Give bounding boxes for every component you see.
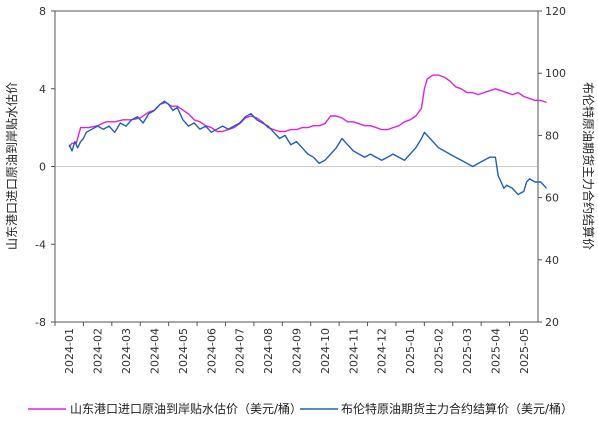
x-tick-label: 2024-12 [376,328,389,374]
x-tick-label: 2025-05 [518,328,531,374]
right-tick-label: 60 [545,192,559,205]
left-axis-title: 山东港口进口原油到岸贴水估价 [5,82,19,250]
left-tick-label: -4 [35,238,46,251]
right-y-axis: 20 40 60 80 100 120 [538,5,566,329]
left-y-axis: -8 -4 0 4 8 [35,5,55,329]
x-tick-label: 2024-01 [63,328,76,374]
right-tick-label: 120 [545,5,566,18]
x-tick-label: 2024-04 [148,328,161,374]
legend-label-discount: 山东港口进口原油到岸贴水估价（美元/桶） [70,401,302,416]
x-tick-label: 2024-08 [262,328,275,374]
series-line-discount [68,74,547,148]
x-tick-label: 2025-01 [404,328,417,374]
x-tick-label: 2025-03 [461,328,474,374]
series-lines [68,74,548,196]
x-tick-label: 2024-03 [120,328,133,374]
x-tick-label: 2025-02 [433,328,446,374]
right-axis-title: 布伦特原油期货主力合约结算价 [581,82,596,250]
x-axis: 2024-01 2024-02 2024-03 2024-04 2024-05 2024-… [54,166,538,374]
legend-label-brent: 布伦特原油期货主力合约结算价（美元/桶） [341,401,573,416]
right-tick-label: 100 [545,67,566,80]
left-tick-label: 4 [39,83,46,96]
x-tick-label: 2024-07 [234,328,247,374]
x-tick-label: 2024-02 [92,328,105,374]
legend: 山东港口进口原油到岸贴水估价（美元/桶） 布伦特原油期货主力合约结算价（美元/桶… [28,401,573,416]
right-tick-label: 20 [545,316,559,329]
x-tick-label: 2024-10 [319,328,332,374]
x-tick-label: 2024-11 [347,328,360,374]
x-tick-label: 2024-05 [177,328,190,374]
x-tick-label: 2025-04 [489,328,502,374]
x-tick-label: 2024-06 [205,328,218,374]
right-tick-label: 40 [545,254,559,267]
x-tick-label: 2024-09 [291,328,304,374]
left-tick-label: 8 [39,5,46,18]
series-line-brent [68,100,548,196]
left-tick-label: 0 [39,161,46,174]
right-tick-label: 80 [545,129,559,142]
left-tick-label: -8 [35,316,46,329]
